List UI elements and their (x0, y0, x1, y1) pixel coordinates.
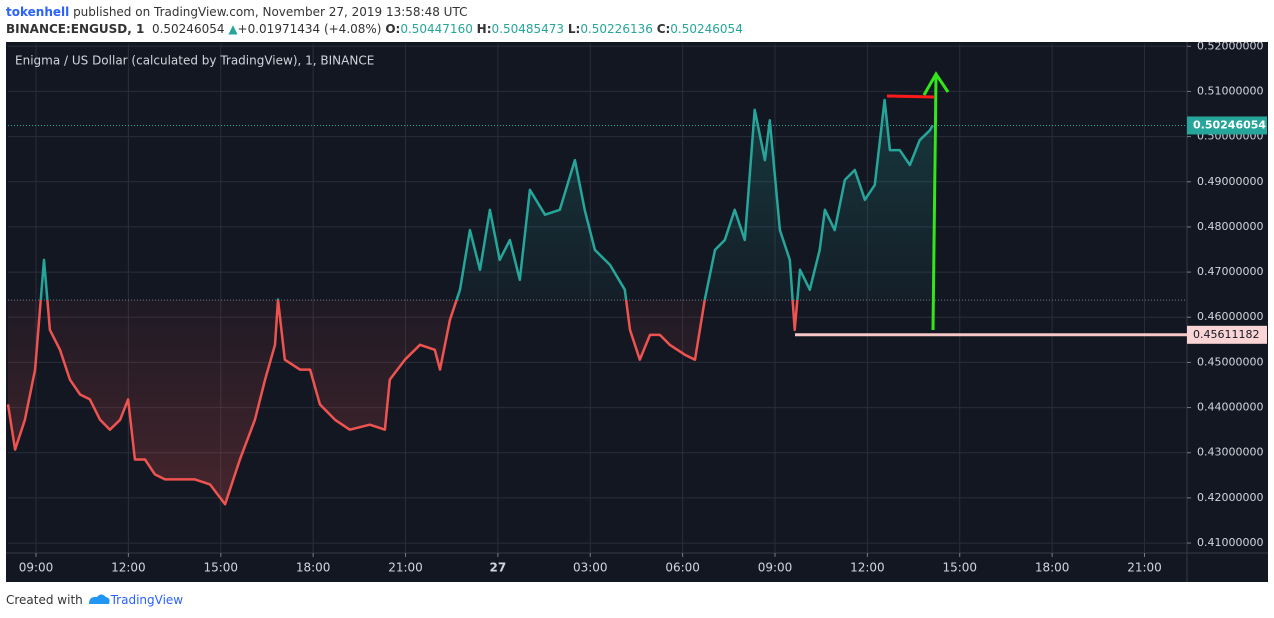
x-tick-label: 03:00 (573, 561, 608, 575)
open: 0.50447160 (400, 22, 473, 36)
y-tick-label: 0.41000000 (1197, 536, 1263, 549)
y-tick-label: 0.45000000 (1197, 355, 1263, 368)
username[interactable]: tokenhell (6, 5, 70, 19)
x-tick-label: 27 (490, 561, 507, 575)
x-tick-label: 15:00 (942, 561, 977, 575)
x-tick-label: 06:00 (665, 561, 700, 575)
y-tick-label: 0.44000000 (1197, 401, 1263, 414)
y-tick-label: 0.42000000 (1197, 491, 1263, 504)
support-label: 0.45611182 (1193, 328, 1259, 341)
price: 0.50246054 (151, 22, 225, 36)
low: 0.50226136 (580, 22, 653, 36)
x-tick-label: 09:00 (758, 561, 793, 575)
x-tick-label: 21:00 (388, 561, 423, 575)
x-tick-label: 15:00 (203, 561, 238, 575)
green-arrow-head (922, 71, 950, 96)
close: 0.50246054 (670, 22, 743, 36)
h-label: H: (476, 22, 492, 36)
o-label: O: (385, 22, 401, 36)
published: published on TradingView.com, November 2… (73, 5, 468, 19)
x-tick-label: 09:00 (19, 561, 54, 575)
y-tick-label: 0.43000000 (1197, 446, 1263, 459)
y-tick-label: 0.47000000 (1197, 265, 1263, 278)
x-tick-label: 18:00 (1035, 561, 1070, 575)
change: +0.01971434 (+4.08%) (237, 22, 382, 36)
price-line (6, 98, 934, 506)
last-price-box (1187, 116, 1267, 135)
created-with: Created with (6, 593, 83, 607)
arrow: ▲ (228, 22, 238, 36)
x-tick-label: 12:00 (850, 561, 885, 575)
chart-legend: Enigma / US Dollar (calculated by Tradin… (15, 54, 374, 68)
y-tick-label: 0.49000000 (1197, 175, 1263, 188)
footer: Created with TradingView (6, 592, 183, 607)
x-tick-label: 12:00 (111, 561, 146, 575)
x-tick-label: 18:00 (296, 561, 331, 575)
y-tick-label: 0.51000000 (1197, 84, 1263, 97)
support-box (1187, 325, 1267, 344)
logo (88, 594, 110, 604)
red-annotation (886, 94, 935, 99)
y-tick-label: 0.50000000 (1197, 130, 1263, 143)
green-arrow-shaft (931, 75, 938, 331)
y-tick-label: 0.46000000 (1197, 310, 1263, 323)
x-tick-label: 21:00 (1127, 561, 1162, 575)
y-tick-label: 0.52000000 (1197, 39, 1263, 52)
y-tick-label: 0.48000000 (1197, 220, 1263, 233)
brand[interactable]: TradingView (110, 593, 184, 607)
last-price-label: 0.50246054 (1193, 118, 1266, 131)
l-label: L: (567, 22, 581, 36)
chart-background (6, 42, 1268, 582)
high: 0.50485473 (491, 22, 565, 36)
symbol: BINANCE:ENGUSD, 1 (6, 22, 145, 36)
c-label: C: (656, 22, 671, 36)
area-fill (8, 100, 933, 505)
publish-line: tokenhell published on TradingView.com, … (6, 5, 467, 19)
ohlc-line: BINANCE:ENGUSD, 1 0.50246054 ▲+0.0197143… (6, 22, 743, 36)
